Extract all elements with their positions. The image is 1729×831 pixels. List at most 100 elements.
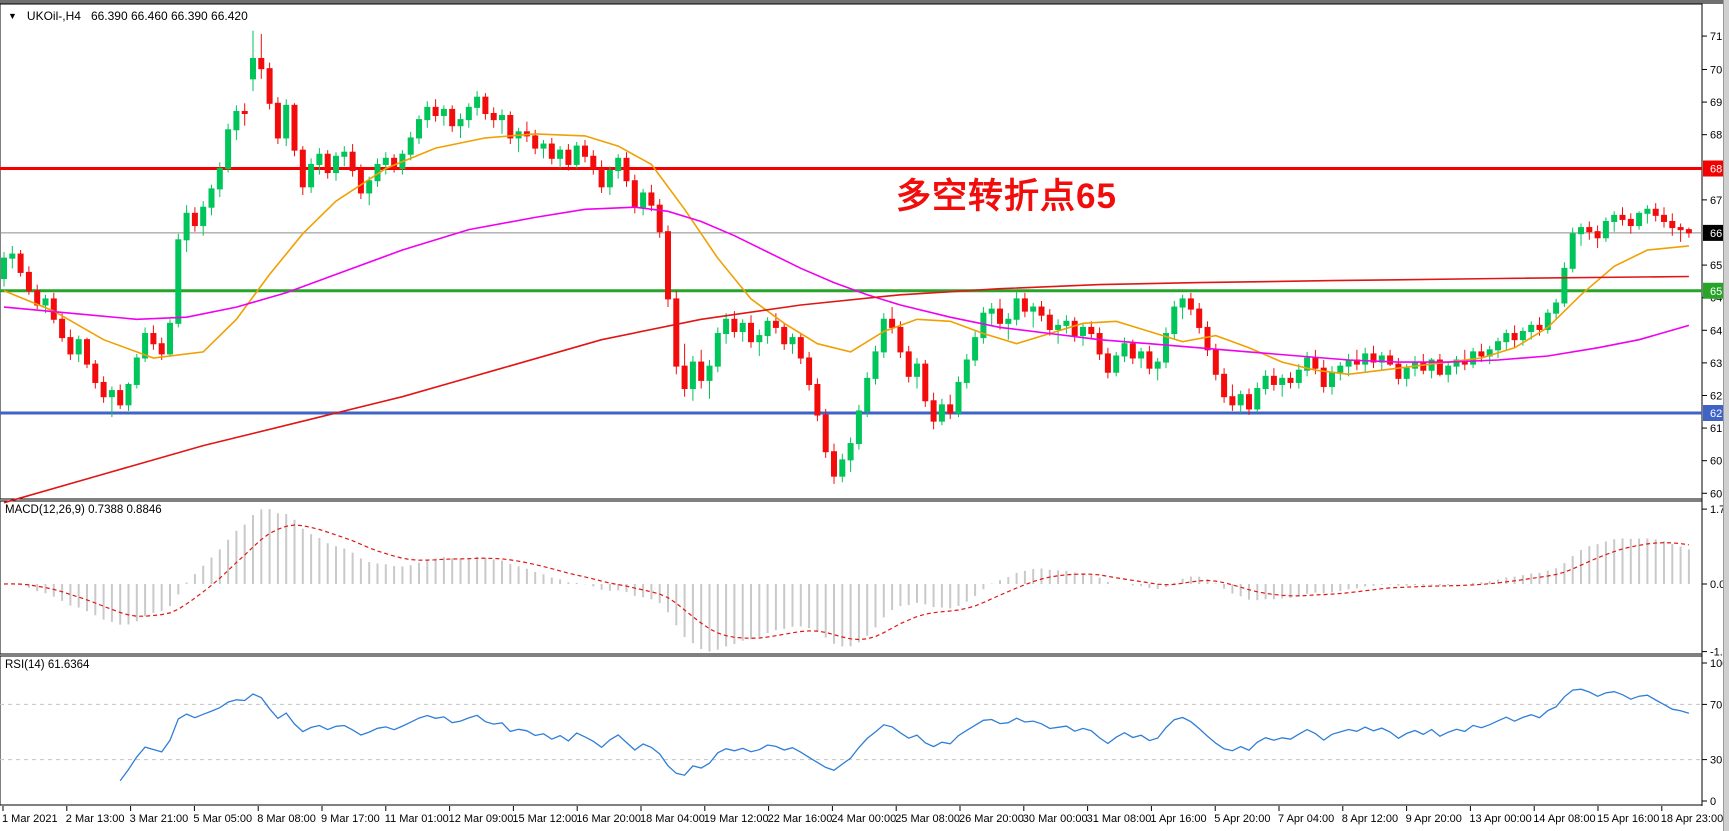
- candle-body: [108, 390, 115, 398]
- window-right-border: [1723, 0, 1729, 831]
- time-axis-label[interactable]: 1 Mar 2021: [2, 813, 58, 825]
- time-axis-label[interactable]: 26 Mar 20:00: [959, 813, 1024, 825]
- candle-body: [739, 322, 746, 333]
- candle-body: [283, 104, 290, 139]
- time-axis-label[interactable]: 13 Apr 00:00: [1469, 813, 1531, 825]
- time-axis-label[interactable]: 15 Mar 12:00: [512, 813, 577, 825]
- time-axis-label[interactable]: 14 Apr 08:00: [1533, 813, 1595, 825]
- candle-body: [772, 320, 779, 328]
- time-axis-label[interactable]: 24 Mar 00:00: [831, 813, 896, 825]
- candle-body: [1262, 375, 1269, 390]
- symbol-dropdown-icon[interactable]: ▼: [8, 11, 17, 21]
- price-badge-66.420: [1703, 224, 1729, 241]
- candle-body: [1163, 333, 1169, 363]
- time-axis-label[interactable]: 22 Mar 16:00: [768, 813, 833, 825]
- candle-body: [382, 157, 389, 165]
- candle-body: [1578, 227, 1584, 235]
- candle-body: [1, 257, 7, 280]
- candle-body: [548, 143, 555, 159]
- candle-body: [457, 119, 464, 127]
- time-axis-label[interactable]: 25 Mar 08:00: [895, 813, 960, 825]
- time-axis-label[interactable]: 30 Mar 00:00: [1023, 813, 1088, 825]
- ma-fast-orange: [3, 133, 1689, 376]
- candle-body: [1685, 229, 1692, 234]
- candle-body: [781, 326, 788, 345]
- time-axis-label[interactable]: 5 Mar 05:00: [193, 813, 252, 825]
- candle-body: [1312, 357, 1319, 369]
- candle-body: [424, 106, 431, 121]
- ma-medium-magenta: [3, 206, 1690, 363]
- time-axis-label[interactable]: 31 Mar 08:00: [1087, 813, 1152, 825]
- candle-body: [440, 108, 447, 117]
- time-axis-label[interactable]: 8 Apr 12:00: [1342, 813, 1398, 825]
- time-axis-label[interactable]: 2 Mar 13:00: [66, 813, 125, 825]
- candle-body: [764, 320, 771, 337]
- candle-body: [349, 151, 356, 172]
- candle-body: [1436, 359, 1443, 375]
- time-axis-label[interactable]: 18 Mar 04:00: [640, 813, 705, 825]
- rsi-axis-label: 0: [1710, 796, 1716, 808]
- time-axis-label[interactable]: 11 Mar 01:00: [385, 813, 449, 825]
- rsi-indicator-label: RSI(14) 61.6364: [5, 659, 89, 671]
- candle-body: [1370, 353, 1377, 363]
- candle-body: [1644, 208, 1651, 214]
- main-chart-panel[interactable]: [0, 3, 1703, 500]
- candle-body: [391, 157, 398, 169]
- candle-body: [980, 312, 987, 339]
- candle-body: [1212, 349, 1219, 375]
- time-axis-label[interactable]: 15 Apr 16:00: [1597, 813, 1659, 825]
- candle-body: [9, 253, 16, 259]
- candle-body: [1337, 365, 1344, 373]
- candle-body: [1104, 353, 1111, 373]
- time-axis-label[interactable]: 8 Mar 08:00: [257, 813, 316, 825]
- time-axis-label[interactable]: 3 Mar 21:00: [130, 813, 189, 825]
- candle-body: [673, 298, 680, 367]
- candle-body: [333, 155, 339, 174]
- time-axis-label[interactable]: 16 Mar 20:00: [576, 813, 641, 825]
- candle-body: [1146, 351, 1153, 369]
- candle-body: [1445, 365, 1452, 375]
- candle-body: [714, 333, 721, 367]
- time-axis-label[interactable]: 1 Apr 16:00: [1150, 813, 1206, 825]
- candle-body: [266, 68, 273, 104]
- candle-body: [1553, 302, 1560, 314]
- time-axis-label[interactable]: 9 Apr 20:00: [1406, 813, 1462, 825]
- candle-body: [1279, 377, 1286, 385]
- candle-body: [324, 153, 331, 174]
- time-axis-label[interactable]: 18 Apr 23:00: [1661, 813, 1723, 825]
- time-axis-label[interactable]: 7 Apr 04:00: [1278, 813, 1334, 825]
- candle-body: [955, 381, 962, 414]
- candle-body: [1055, 324, 1062, 330]
- time-axis-label[interactable]: 19 Mar 12:00: [704, 813, 769, 825]
- time-axis-label[interactable]: 5 Apr 20:00: [1214, 813, 1270, 825]
- candle-body: [1320, 367, 1327, 388]
- candle-body: [158, 343, 165, 355]
- candle-body: [532, 135, 539, 149]
- candle-body: [590, 155, 597, 169]
- candle-body: [150, 333, 157, 345]
- candle-body: [1586, 227, 1593, 233]
- candle-body: [274, 102, 281, 139]
- time-axis-label[interactable]: 12 Mar 09:00: [449, 813, 514, 825]
- candle-body: [1063, 320, 1070, 326]
- candle-body: [938, 404, 945, 422]
- candle-body: [142, 333, 149, 359]
- candle-body: [731, 318, 738, 332]
- candle-body: [216, 168, 223, 190]
- candle-body: [67, 337, 74, 355]
- candle-body: [507, 115, 514, 139]
- candle-body: [42, 298, 49, 306]
- candle-body: [905, 351, 912, 377]
- time-axis-label[interactable]: 9 Mar 17:00: [321, 813, 380, 825]
- candle-body: [864, 377, 871, 412]
- candle-body: [1196, 308, 1203, 328]
- candle-body: [914, 363, 920, 377]
- candle-body: [565, 149, 572, 165]
- candle-body: [1121, 343, 1128, 357]
- candle-body: [648, 192, 655, 206]
- rsi-panel[interactable]: [0, 655, 1703, 806]
- candle-body: [557, 149, 564, 159]
- symbol-title: UKOil-,H4: [26, 9, 81, 23]
